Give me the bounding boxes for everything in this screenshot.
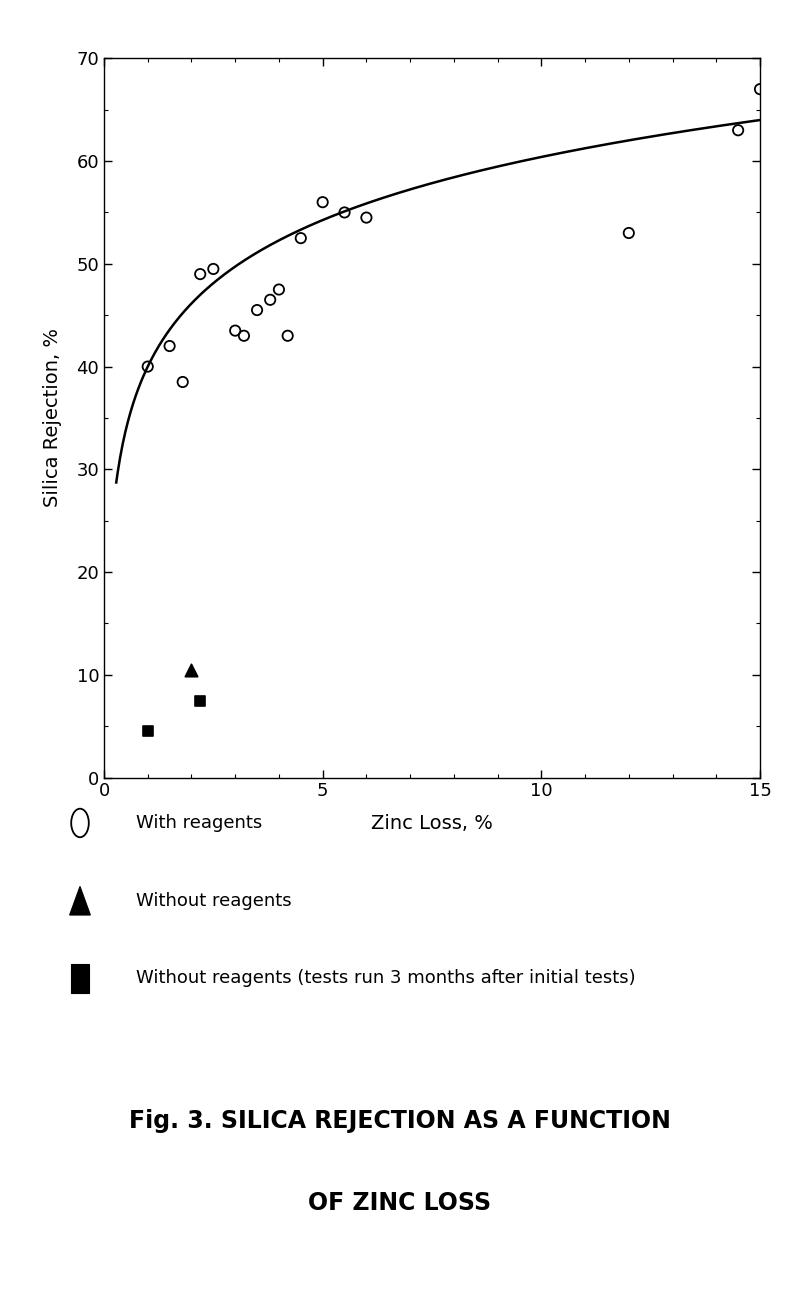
Point [273,279,286,299]
Point [264,289,277,310]
Point [163,336,176,356]
Point [622,223,635,244]
Text: OF ZINC LOSS: OF ZINC LOSS [309,1191,491,1214]
Text: Without reagents: Without reagents [136,892,292,910]
Point [176,372,189,393]
Point [229,320,242,341]
Point [238,325,250,346]
Point [732,121,745,141]
Point [142,721,154,741]
Point [207,259,220,280]
Point [282,325,294,346]
Point [142,356,154,377]
Point [294,228,307,249]
Point [338,202,351,223]
Point [194,264,206,285]
Text: With reagents: With reagents [136,814,262,832]
Text: Without reagents (tests run 3 months after initial tests): Without reagents (tests run 3 months aft… [136,969,636,988]
Point [194,691,206,712]
Point [754,79,766,100]
Point [185,660,198,680]
Y-axis label: Silica Rejection, %: Silica Rejection, % [43,328,62,508]
Point [250,299,263,320]
X-axis label: Zinc Loss, %: Zinc Loss, % [371,814,493,833]
Point [360,207,373,228]
Text: Fig. 3. SILICA REJECTION AS A FUNCTION: Fig. 3. SILICA REJECTION AS A FUNCTION [129,1109,671,1133]
Point [316,192,329,213]
